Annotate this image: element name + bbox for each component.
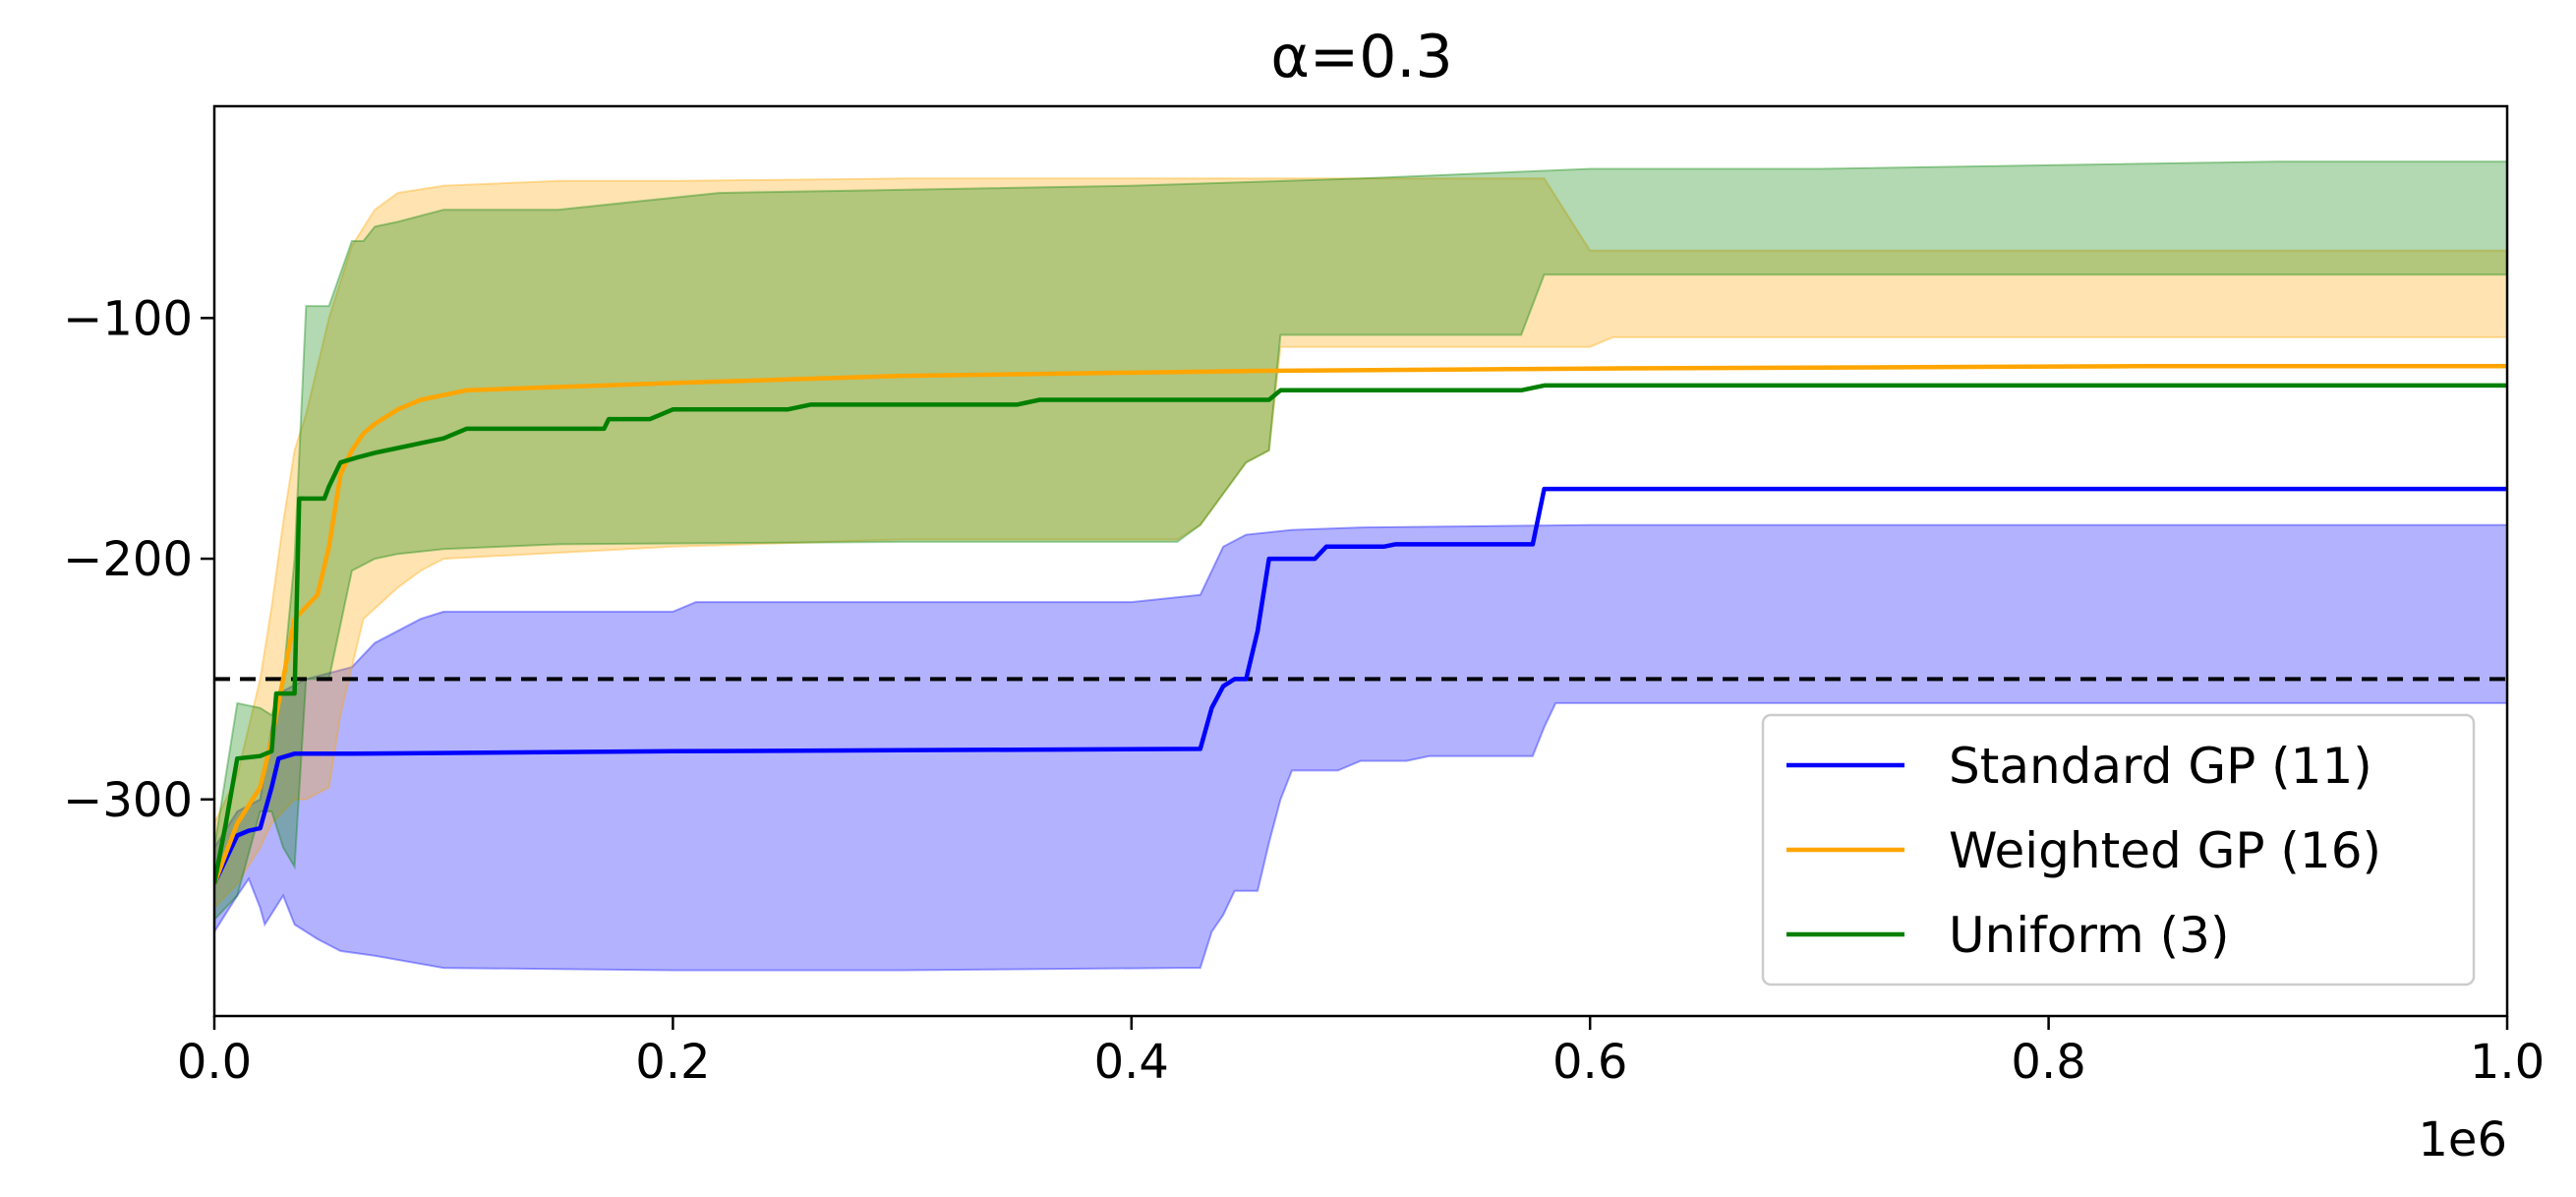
y-tick-label: −300 xyxy=(63,773,193,828)
legend-label: Standard GP (11) xyxy=(1949,738,2372,795)
line-series-0 xyxy=(214,486,2507,885)
x-tick-label: 0.0 xyxy=(177,1035,252,1090)
legend-label: Uniform (3) xyxy=(1949,907,2229,964)
band-series-0 xyxy=(214,523,2507,972)
y-axis: −100 −200 −300 xyxy=(63,291,214,828)
x-axis-offset-label: 1e6 xyxy=(2418,1112,2507,1167)
x-axis: 0.0 0.2 0.4 0.6 0.8 1.0 xyxy=(177,1016,2545,1090)
plot-frame xyxy=(212,104,2509,1018)
series-lines xyxy=(214,364,2507,885)
legend-box xyxy=(1761,713,2476,987)
legend-label: Weighted GP (16) xyxy=(1949,822,2381,879)
chart-title: α=0.3 xyxy=(1270,23,1452,91)
x-tick-label: 1.0 xyxy=(2470,1035,2545,1090)
band-series-2 xyxy=(214,160,2507,922)
x-tick-label: 0.6 xyxy=(1552,1035,1627,1090)
confidence-bands xyxy=(214,160,2507,972)
y-tick-label: −200 xyxy=(63,532,193,587)
line-series-2 xyxy=(214,383,2507,884)
line-series-1 xyxy=(214,364,2507,885)
y-tick-label: −100 xyxy=(63,291,193,346)
band-series-1 xyxy=(214,177,2507,910)
x-tick-label: 0.4 xyxy=(1094,1035,1169,1090)
legend: Standard GP (11) Weighted GP (16) Uniform … xyxy=(1761,713,2476,987)
x-tick-label: 0.8 xyxy=(2011,1035,2085,1090)
x-tick-label: 0.2 xyxy=(635,1035,710,1090)
